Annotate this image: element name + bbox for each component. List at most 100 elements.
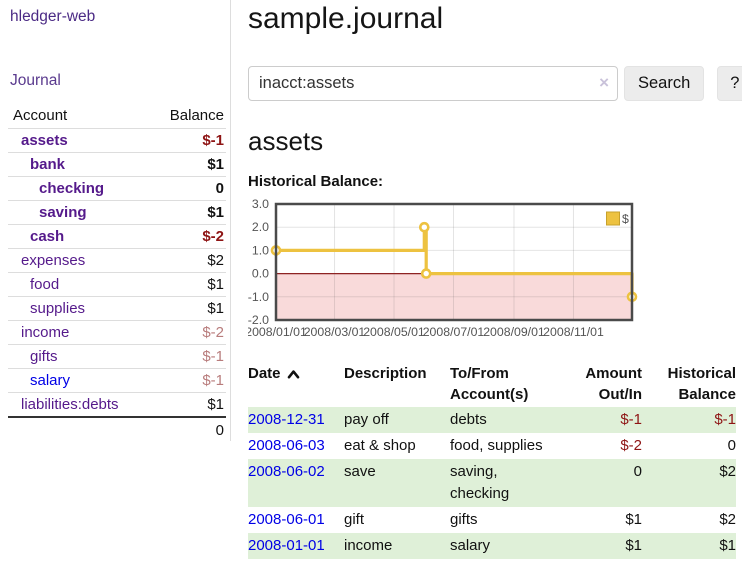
accounts-tbody: assets$-1bank$1checking0saving$1cash$-2e…: [8, 129, 226, 443]
transaction-description: income: [344, 533, 450, 559]
y-tick-label: 2.0: [252, 220, 269, 234]
x-axis-labels: 2008/01/012008/03/012008/05/012008/07/01…: [248, 325, 604, 339]
transaction-balance: $1: [642, 533, 736, 559]
sidebar: hledger-web Journal Account Balance asse…: [0, 0, 231, 441]
register-table: Date Description To/From Account(s) Amou…: [248, 363, 736, 559]
account-row: assets $-1: [8, 129, 226, 153]
account-row: income $-2: [8, 321, 226, 345]
transaction-accounts: salary: [450, 533, 562, 559]
y-tick-label: 0.0: [252, 267, 269, 281]
sidebar-account-link[interactable]: salary: [8, 372, 70, 389]
sidebar-account-link[interactable]: supplies: [8, 300, 85, 317]
account-balance: $-2: [153, 225, 226, 249]
accounts-header-balance: Balance: [153, 104, 226, 129]
register-header-description: Description: [344, 363, 450, 407]
x-tick-label: 2008/07/01: [423, 325, 485, 339]
accounts-total-row: 0: [8, 417, 226, 442]
account-balance: $1: [153, 297, 226, 321]
data-point[interactable]: [422, 270, 430, 278]
transaction-balance: $2: [642, 459, 736, 507]
account-row: gifts $-1: [8, 345, 226, 369]
account-row: liabilities:debts $1: [8, 393, 226, 418]
account-balance: $1: [153, 273, 226, 297]
sidebar-account-link[interactable]: cash: [8, 228, 64, 245]
y-tick-label: -1.0: [248, 290, 269, 304]
account-balance: $-2: [153, 321, 226, 345]
transaction-balance: 0: [642, 433, 736, 459]
search-button[interactable]: Search: [624, 66, 704, 101]
sidebar-account-link[interactable]: food: [8, 276, 59, 293]
register-row: 2008-06-03 eat & shopfood, supplies$-20: [248, 433, 736, 459]
sidebar-account-link[interactable]: bank: [8, 156, 65, 173]
account-row: supplies $1: [8, 297, 226, 321]
chart-title: Historical Balance:: [248, 173, 742, 190]
register-row: 2008-06-02savesaving, checking0$2: [248, 459, 736, 507]
register-row: 2008-06-01giftgifts$1$2: [248, 507, 736, 533]
account-row: cash $-2: [8, 225, 226, 249]
account-balance: $2: [153, 249, 226, 273]
legend-label: $: [622, 212, 629, 226]
sidebar-item-journal[interactable]: Journal: [10, 72, 230, 90]
transaction-date-link[interactable]: 2008-06-01: [248, 511, 325, 528]
account-row: saving $1: [8, 201, 226, 225]
sidebar-account-link[interactable]: income: [8, 324, 69, 341]
x-tick-label: 2008/01/01: [248, 325, 307, 339]
register-header-balance: Historical Balance: [642, 363, 736, 407]
account-row: expenses $2: [8, 249, 226, 273]
data-point[interactable]: [420, 223, 428, 231]
transaction-date-link[interactable]: 2008-12-31: [248, 411, 325, 428]
historical-balance-chart: 3.02.01.00.0-1.0-2.02008/01/012008/03/01…: [248, 197, 742, 343]
sidebar-account-link[interactable]: saving: [8, 204, 87, 221]
transaction-amount: $-1: [562, 407, 642, 433]
x-tick-label: 2008/05/01: [363, 325, 425, 339]
accounts-total: 0: [153, 417, 226, 442]
sidebar-account-link[interactable]: checking: [8, 180, 104, 197]
y-tick-label: 3.0: [252, 197, 269, 211]
transaction-accounts: debts: [450, 407, 562, 433]
account-row: food $1: [8, 273, 226, 297]
accounts-header-account: Account: [8, 104, 153, 129]
account-balance: $1: [153, 153, 226, 177]
transaction-amount: $1: [562, 533, 642, 559]
x-tick-label: 2008/11/01: [543, 325, 604, 339]
account-heading: assets: [248, 126, 742, 157]
sidebar-account-link[interactable]: assets: [8, 132, 68, 149]
transaction-amount: $-2: [562, 433, 642, 459]
sidebar-account-link[interactable]: liabilities:debts: [8, 396, 119, 413]
search-input[interactable]: [248, 66, 618, 101]
account-balance: $1: [153, 393, 226, 418]
account-row: salary $-1: [8, 369, 226, 393]
x-tick-label: 2008/09/01: [483, 325, 545, 339]
app-brand-link[interactable]: hledger-web: [10, 8, 230, 26]
account-balance: $-1: [153, 129, 226, 153]
transaction-date-link[interactable]: 2008-01-01: [248, 537, 325, 554]
transaction-accounts: food, supplies: [450, 433, 562, 459]
transaction-description: save: [344, 459, 450, 507]
account-balance: $-1: [153, 369, 226, 393]
register-header-accounts: To/From Account(s): [450, 363, 562, 407]
chart-legend: $: [607, 212, 630, 226]
register-header-date[interactable]: Date: [248, 363, 344, 407]
transaction-date-link[interactable]: 2008-06-02: [248, 463, 325, 480]
page-title: sample.journal: [248, 2, 742, 36]
y-axis-labels: 3.02.01.00.0-1.0-2.0: [248, 197, 269, 327]
account-balance: $-1: [153, 345, 226, 369]
transaction-balance: $2: [642, 507, 736, 533]
legend-swatch: [607, 212, 620, 225]
main-content: sample.journal × Search ? assets Histori…: [248, 0, 742, 559]
clear-search-icon[interactable]: ×: [599, 73, 609, 93]
accounts-table: Account Balance assets $-1 bank $1 checking 0…: [8, 104, 226, 442]
account-balance: $1: [153, 201, 226, 225]
register-row: 2008-01-01incomesalary$1$1: [248, 533, 736, 559]
transaction-accounts: saving, checking: [450, 459, 562, 507]
account-balance: 0: [153, 177, 226, 201]
transaction-description: eat & shop: [344, 433, 450, 459]
search-form: × Search ?: [248, 66, 742, 101]
transaction-date-link[interactable]: 2008-06-03: [248, 437, 325, 454]
transaction-description: gift: [344, 507, 450, 533]
help-button[interactable]: ?: [717, 66, 742, 101]
register-header-amount: Amount Out/In: [562, 363, 642, 407]
account-row: checking 0: [8, 177, 226, 201]
sidebar-account-link[interactable]: expenses: [8, 252, 85, 269]
sidebar-account-link[interactable]: gifts: [8, 348, 58, 365]
